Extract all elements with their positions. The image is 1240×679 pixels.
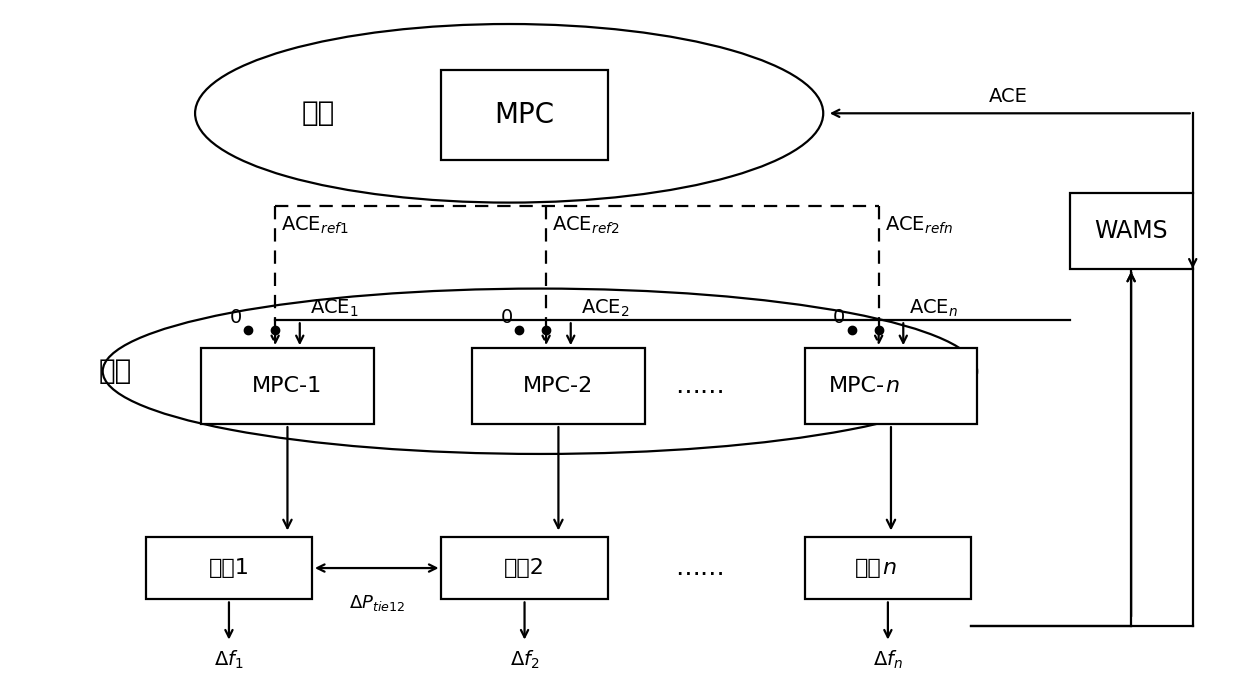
Bar bbox=[805, 536, 971, 600]
Text: $n$: $n$ bbox=[885, 376, 899, 396]
Text: 区域2: 区域2 bbox=[505, 558, 546, 578]
Text: 区域1: 区域1 bbox=[208, 558, 249, 578]
Text: ACE$_{ref2}$: ACE$_{ref2}$ bbox=[552, 215, 620, 236]
Text: ACE: ACE bbox=[988, 88, 1028, 107]
Text: 0: 0 bbox=[229, 308, 242, 327]
Bar bbox=[472, 348, 645, 424]
Bar bbox=[146, 536, 312, 600]
Bar bbox=[201, 348, 373, 424]
Bar bbox=[441, 71, 608, 160]
Text: ACE$_{refn}$: ACE$_{refn}$ bbox=[885, 215, 952, 236]
Ellipse shape bbox=[195, 24, 823, 202]
Text: 0: 0 bbox=[501, 308, 513, 327]
Text: $\Delta f_n$: $\Delta f_n$ bbox=[873, 649, 903, 672]
Text: MPC-: MPC- bbox=[828, 376, 885, 396]
Text: 上层: 上层 bbox=[301, 99, 335, 127]
Text: $\Delta f_2$: $\Delta f_2$ bbox=[510, 649, 539, 672]
Text: ACE$_1$: ACE$_1$ bbox=[310, 298, 358, 319]
Text: MPC-1: MPC-1 bbox=[252, 376, 322, 396]
Text: MPC: MPC bbox=[495, 101, 554, 129]
Text: ACE$_n$: ACE$_n$ bbox=[909, 298, 959, 319]
Text: ACE$_{ref1}$: ACE$_{ref1}$ bbox=[281, 215, 348, 236]
Text: $\Delta P_{tie12}$: $\Delta P_{tie12}$ bbox=[348, 593, 404, 613]
Text: $n$: $n$ bbox=[882, 558, 897, 578]
Text: $\Delta f_1$: $\Delta f_1$ bbox=[215, 649, 244, 672]
Text: ……: …… bbox=[676, 556, 725, 580]
Bar bbox=[805, 348, 977, 424]
Bar bbox=[441, 536, 608, 600]
Ellipse shape bbox=[103, 289, 977, 454]
Text: WAMS: WAMS bbox=[1095, 219, 1168, 242]
Text: 区域: 区域 bbox=[854, 558, 882, 578]
Text: MPC-2: MPC-2 bbox=[523, 376, 594, 396]
Text: 下层: 下层 bbox=[98, 357, 131, 385]
Text: ……: …… bbox=[676, 374, 725, 398]
Bar bbox=[1070, 193, 1193, 269]
Text: ACE$_2$: ACE$_2$ bbox=[580, 298, 630, 319]
Text: 0: 0 bbox=[833, 308, 846, 327]
